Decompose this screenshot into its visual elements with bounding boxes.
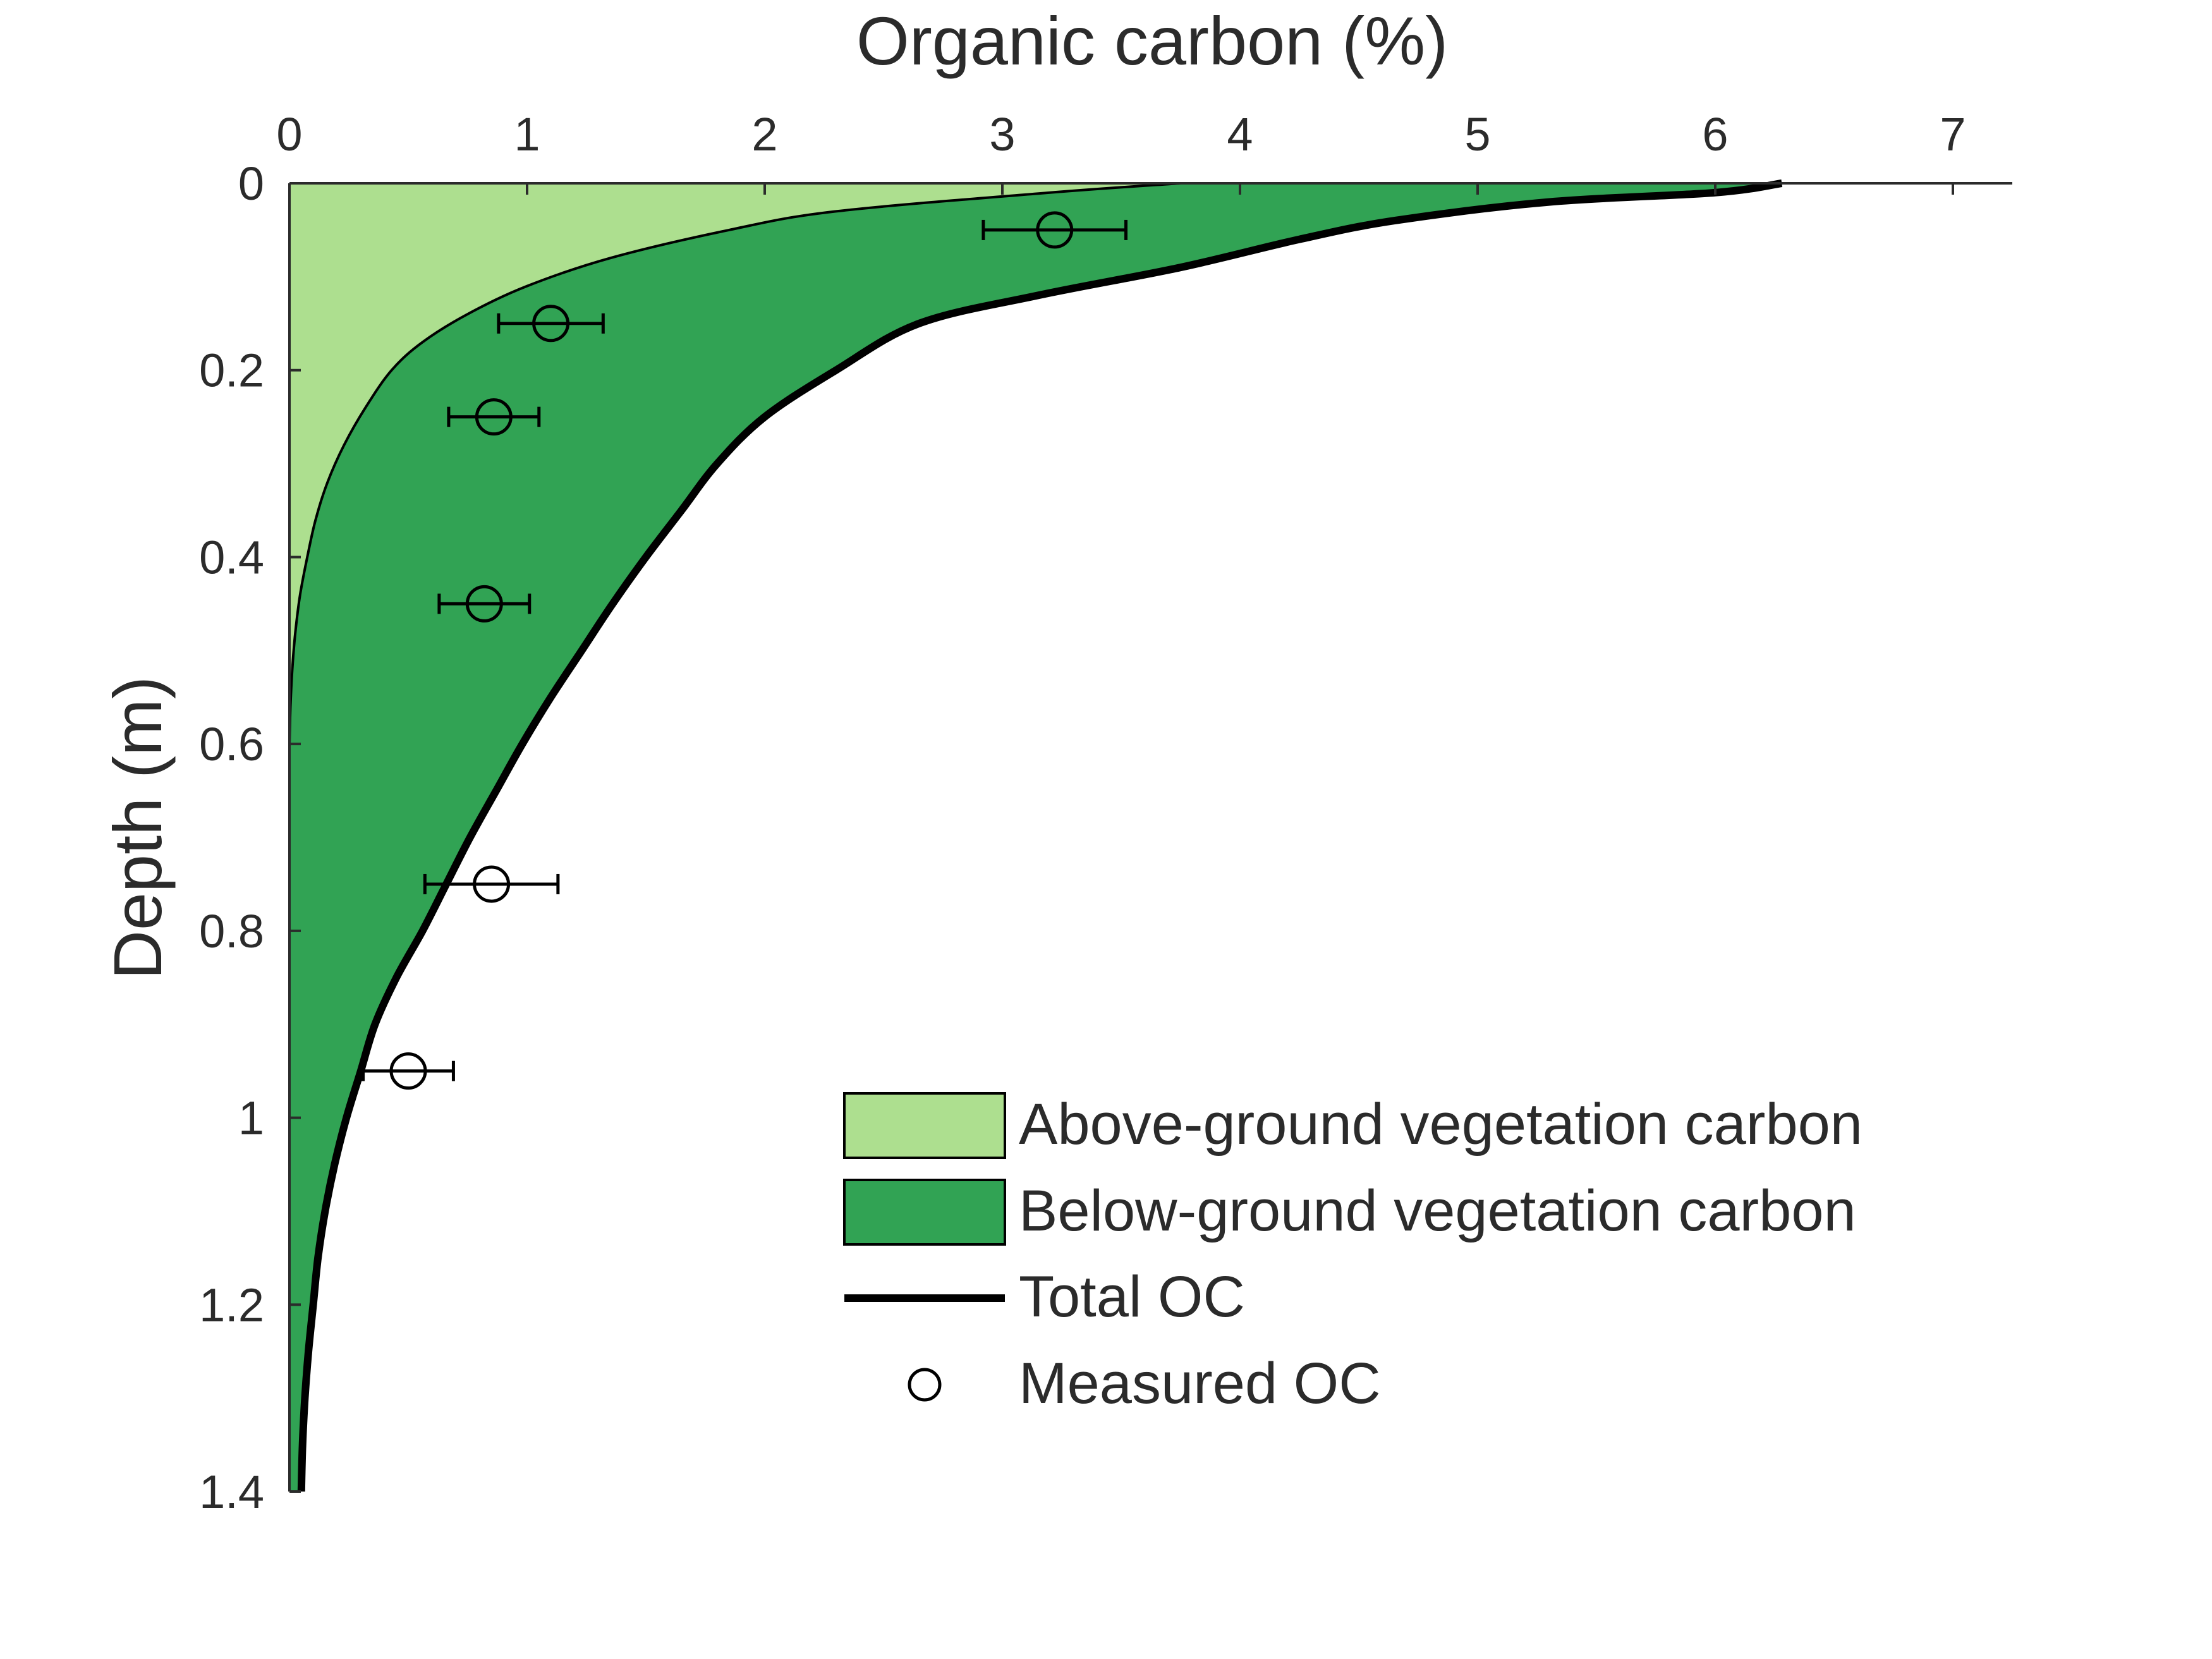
marker-layer — [362, 211, 1128, 1090]
y-tick-label: 1 — [238, 1092, 264, 1145]
y-axis-label: Depth (m) — [99, 676, 176, 980]
legend-marker-swatch — [908, 1368, 942, 1402]
y-tick-label: 1.2 — [199, 1279, 264, 1331]
x-tick-label: 1 — [514, 108, 540, 161]
measured-oc-point — [465, 585, 503, 623]
line-layer — [297, 179, 1783, 1492]
legend-swatch — [843, 1179, 1006, 1246]
x-tick-label: 4 — [1227, 108, 1253, 161]
legend-swatch — [843, 1092, 1006, 1159]
legend-label: Measured OC — [1019, 1351, 1381, 1416]
y-tick-label: 0.2 — [199, 344, 264, 397]
measured-oc-point — [475, 398, 513, 436]
legend-label: Above-ground vegetation carbon — [1019, 1092, 1863, 1157]
x-tick-label: 6 — [1702, 108, 1728, 161]
measured-oc-point — [389, 1052, 427, 1090]
above-ground-area — [289, 183, 1181, 744]
measured-oc-point — [532, 305, 570, 343]
y-tick-label: 1.4 — [199, 1466, 264, 1518]
below-ground-area — [289, 183, 1782, 1492]
measured-oc-point — [1036, 211, 1074, 249]
legend: Above-ground vegetation carbon Below-grou… — [843, 1092, 1863, 1416]
x-tick-label: 3 — [989, 108, 1015, 161]
y-tick-label: 0.8 — [199, 905, 264, 957]
x-tick-label: 0 — [276, 108, 302, 161]
x-axis-label: Organic carbon (%) — [856, 3, 1448, 79]
x-tick-label: 2 — [751, 108, 777, 161]
x-tick-label: 7 — [1940, 108, 1966, 161]
y-tick-label: 0.6 — [199, 718, 264, 770]
legend-label: Below-ground vegetation carbon — [1019, 1179, 1856, 1243]
measured-oc-point — [473, 865, 511, 903]
y-tick-label: 0.4 — [199, 531, 264, 583]
legend-label: Total OC — [1019, 1265, 1245, 1329]
above-ground-boundary — [288, 182, 1181, 744]
x-tick-label: 5 — [1464, 108, 1490, 161]
total-oc-line — [297, 179, 1783, 1492]
area-layer — [288, 182, 1782, 1492]
y-tick-label: 0 — [238, 157, 264, 210]
axes: 0 1 2 3 4 5 6 7 0 0.2 0.4 0.6 0.8 1 1.2 1.4 — [199, 108, 2012, 1518]
